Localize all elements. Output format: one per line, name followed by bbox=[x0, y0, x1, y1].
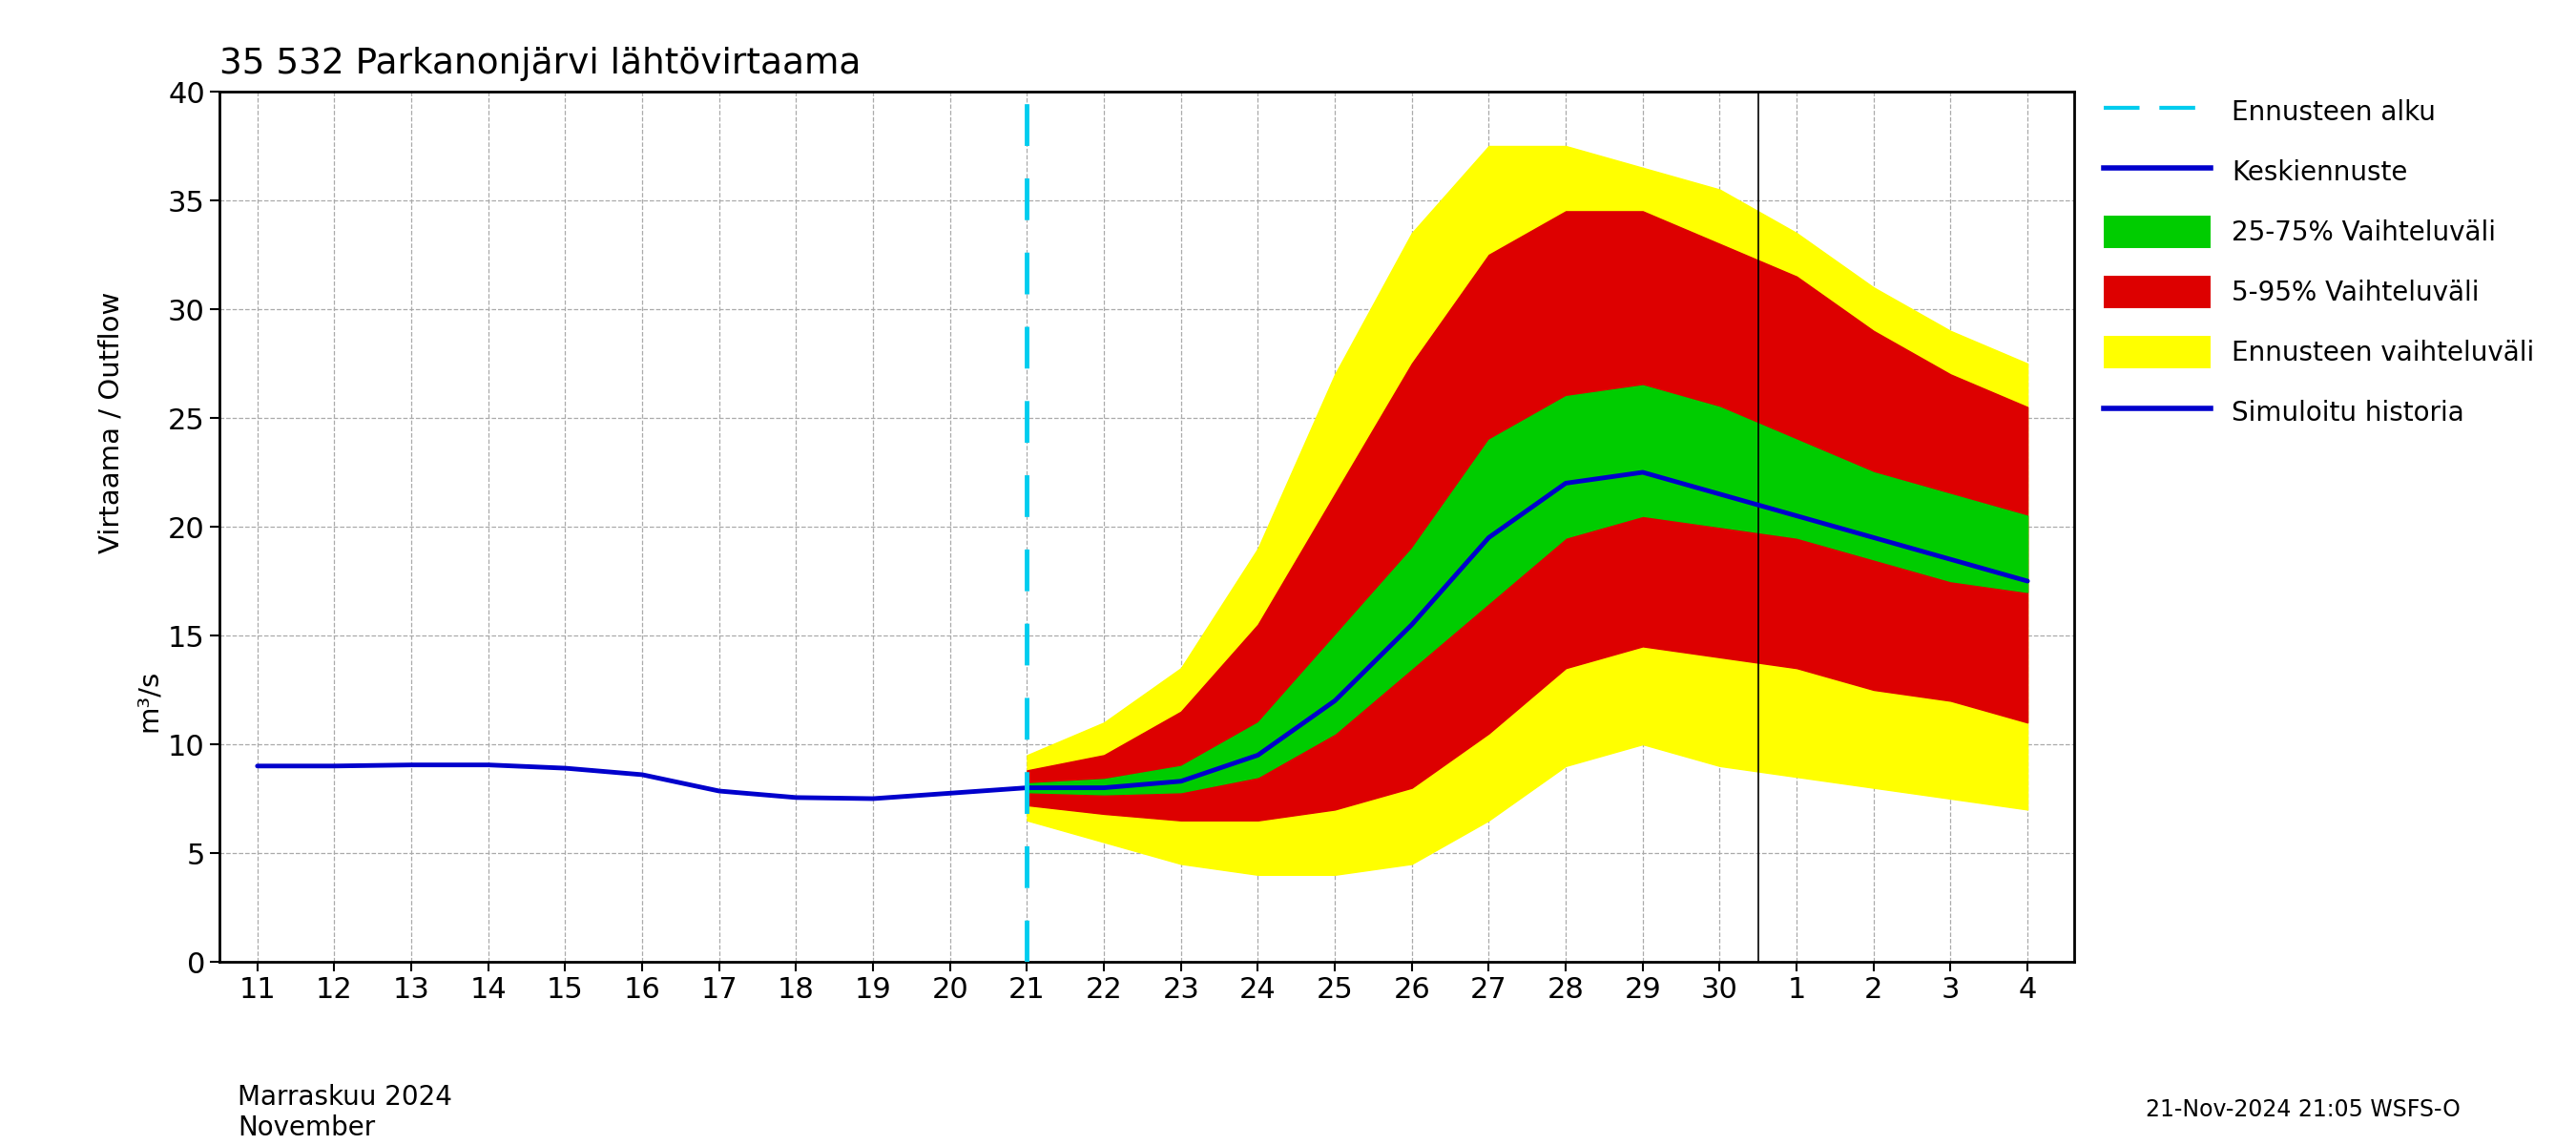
Text: 35 532 Parkanonjärvi lähtövirtaama: 35 532 Parkanonjärvi lähtövirtaama bbox=[219, 46, 860, 80]
Text: Marraskuu 2024
November: Marraskuu 2024 November bbox=[237, 1083, 451, 1142]
Legend: Ennusteen alku, Keskiennuste, 25-75% Vaihteluväli, 5-95% Vaihteluväli, Ennusteen: Ennusteen alku, Keskiennuste, 25-75% Vai… bbox=[2097, 87, 2543, 436]
Text: 21-Nov-2024 21:05 WSFS-O: 21-Nov-2024 21:05 WSFS-O bbox=[2146, 1098, 2460, 1121]
Text: Virtaama / Outflow: Virtaama / Outflow bbox=[98, 291, 124, 553]
Text: m³/s: m³/s bbox=[134, 670, 162, 732]
